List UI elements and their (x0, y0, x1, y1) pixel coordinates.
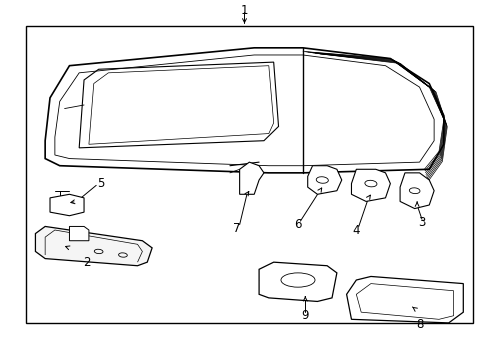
Text: 8: 8 (415, 318, 422, 331)
Polygon shape (69, 226, 89, 241)
Text: 1: 1 (240, 4, 248, 17)
Text: 4: 4 (352, 224, 359, 237)
Ellipse shape (119, 253, 127, 257)
Polygon shape (239, 162, 264, 194)
Ellipse shape (316, 177, 327, 183)
Bar (26, 26, 472, 323)
Text: 5: 5 (97, 177, 104, 190)
Text: 3: 3 (417, 216, 425, 229)
Ellipse shape (281, 273, 314, 287)
Polygon shape (351, 169, 389, 202)
Polygon shape (50, 194, 84, 216)
Text: 9: 9 (301, 309, 308, 322)
Text: 2: 2 (82, 256, 90, 269)
Polygon shape (307, 166, 341, 194)
Text: 6: 6 (294, 218, 301, 231)
Text: 7: 7 (233, 222, 241, 235)
Ellipse shape (364, 180, 376, 187)
Polygon shape (259, 262, 336, 301)
Ellipse shape (408, 188, 419, 194)
Ellipse shape (94, 249, 103, 253)
Polygon shape (35, 226, 152, 266)
Polygon shape (399, 173, 433, 208)
Polygon shape (346, 276, 462, 323)
Polygon shape (45, 48, 443, 173)
